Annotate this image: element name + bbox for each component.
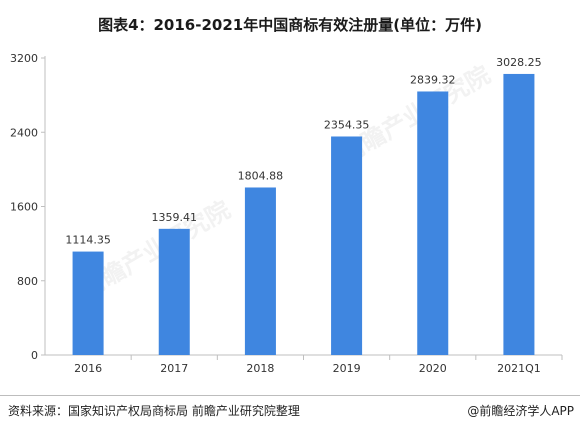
x-tick-label: 2019 [333,362,361,375]
x-tick-label: 2021Q1 [497,362,541,375]
y-tick-label: 3200 [10,52,38,65]
bar [158,228,190,355]
bar [244,187,276,355]
data-label: 3028.25 [496,56,542,69]
data-label: 2354.35 [324,118,370,131]
bar [72,251,104,355]
chart-title: 图表4：2016-2021年中国商标有效注册量(单位：万件) [98,16,482,34]
data-label: 1804.88 [238,169,284,182]
y-tick-label: 0 [31,349,38,362]
bar [503,73,535,355]
footer: 资料来源：国家知识产权局商标局 前瞻产业研究院整理 @前瞻经济学人APP [0,395,580,422]
y-tick-label: 1600 [10,201,38,214]
y-tick-label: 2400 [10,126,38,139]
data-label: 1114.35 [65,234,111,247]
brand-label: @前瞻经济学人APP [467,404,574,418]
x-tick-label: 2020 [419,362,447,375]
data-label: 2839.32 [410,73,456,86]
x-tick-label: 2018 [246,362,274,375]
bar-chart: 0 800 1600 2400 3200 1114.35 2016 1359.41 2017 18… [10,52,563,375]
source-note: 资料来源：国家知识产权局商标局 前瞻产业研究院整理 [8,404,300,418]
bar [331,136,363,355]
bar [417,91,449,355]
y-tick-label: 800 [17,275,38,288]
x-tick-label: 2017 [160,362,188,375]
data-label: 1359.41 [152,211,198,224]
x-tick-label: 2016 [74,362,102,375]
